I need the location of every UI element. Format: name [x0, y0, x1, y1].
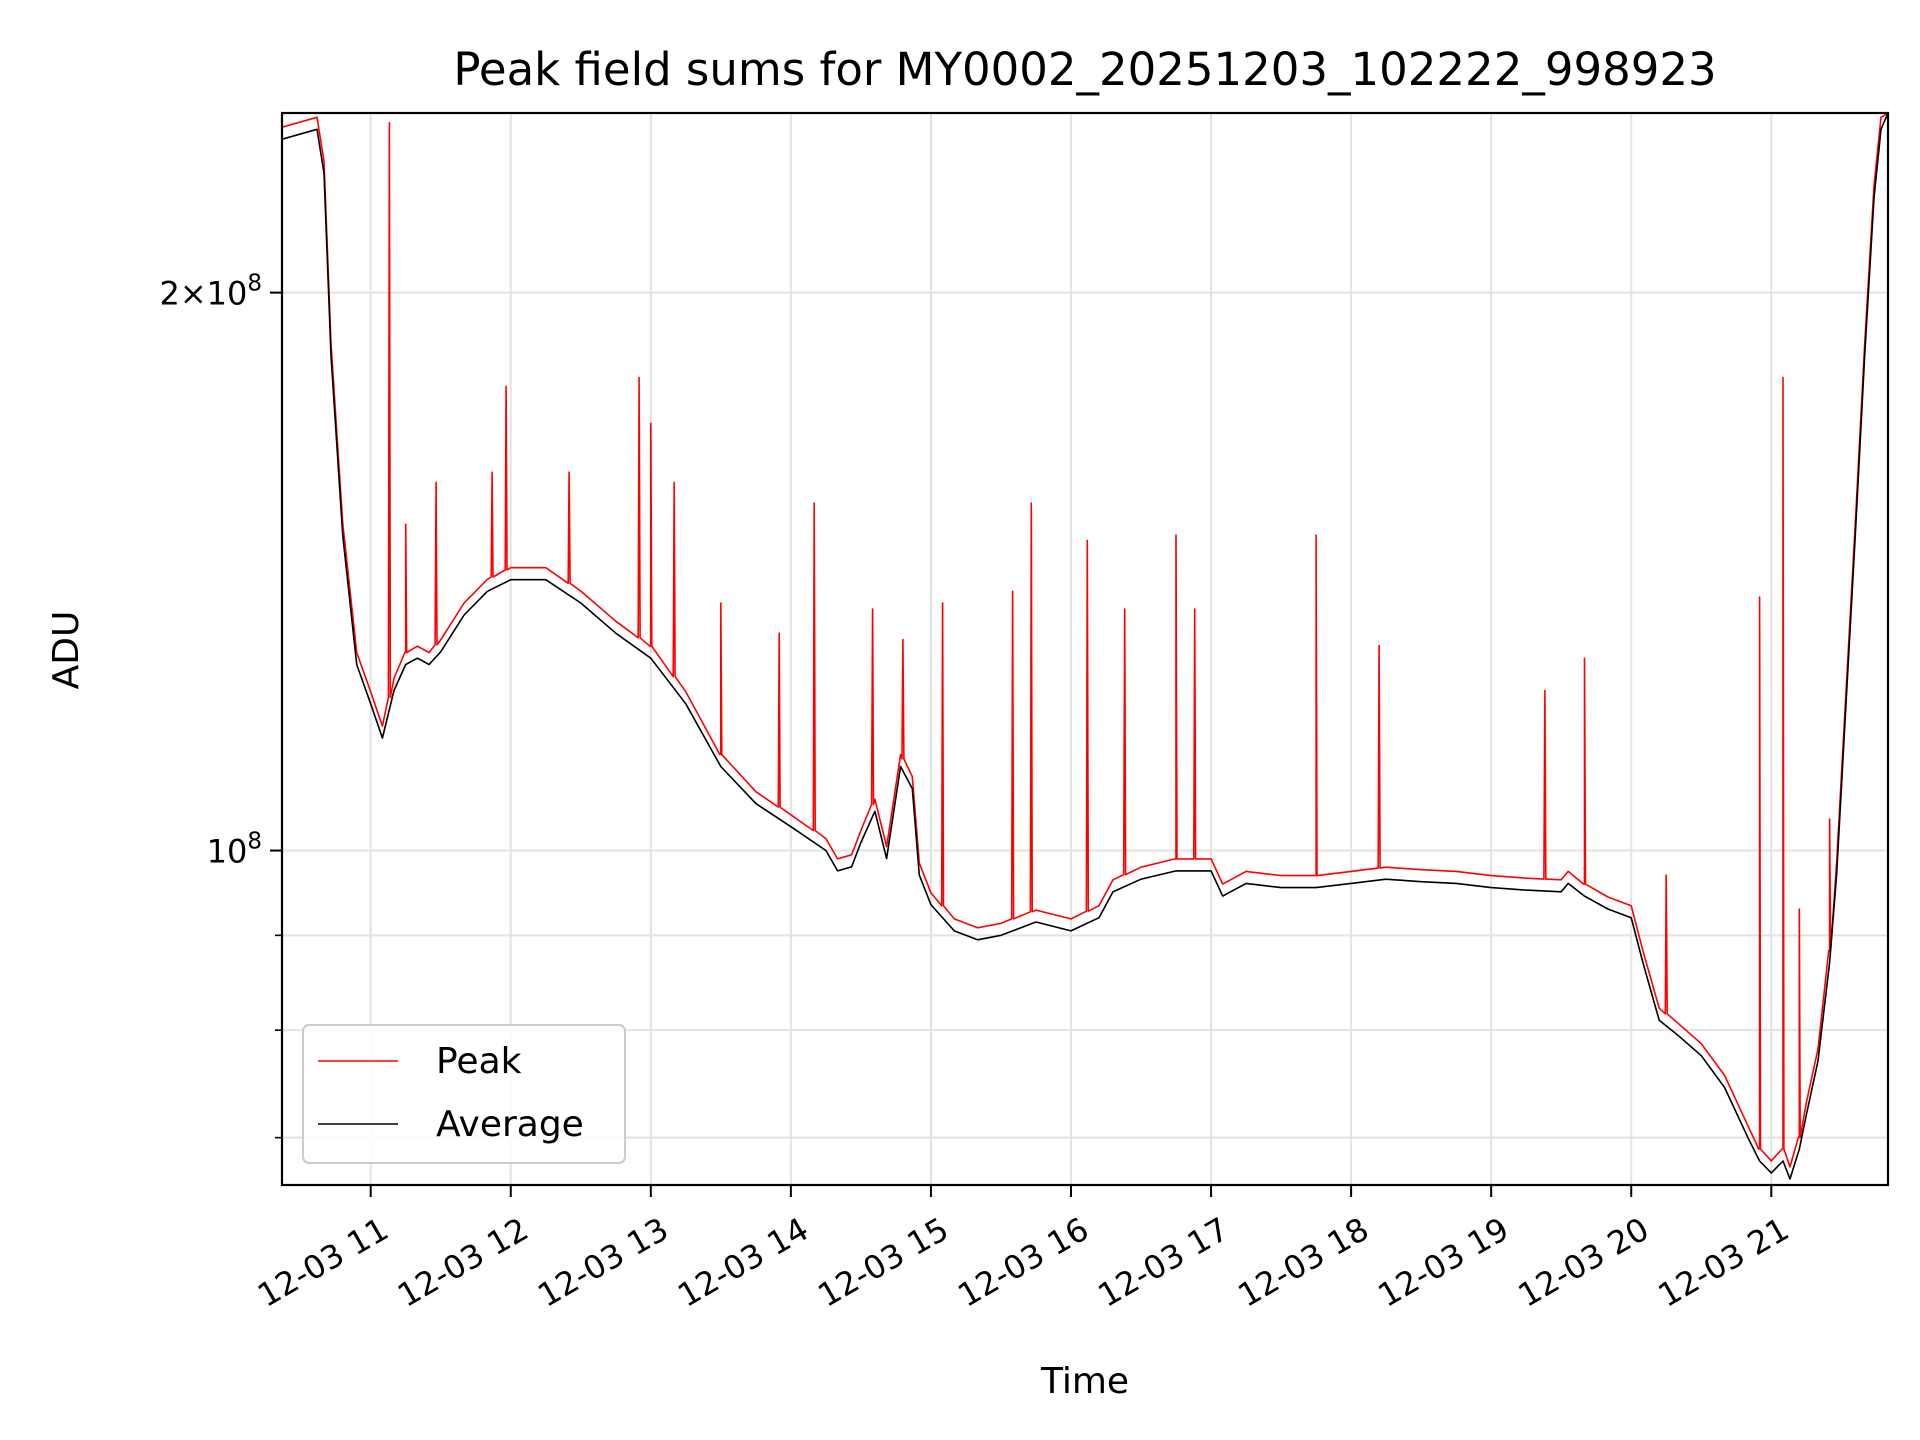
x-axis-label: Time	[1040, 1361, 1129, 1402]
chart-title: Peak field sums for MY0002_20251203_1022…	[453, 43, 1716, 96]
legend-peak-label: Peak	[436, 1041, 522, 1082]
y-tick-label: 2×108	[159, 271, 262, 313]
grid-layer	[282, 113, 1888, 1185]
series-line-peak	[282, 113, 1888, 1168]
legend-average-label: Average	[436, 1104, 584, 1145]
legend: Peak Average	[302, 1024, 626, 1164]
series-layer	[282, 113, 1888, 1180]
series-line-average	[282, 113, 1888, 1180]
plot-frame	[280, 111, 1890, 1187]
legend-box	[302, 1024, 626, 1164]
y-axis-label: ADU	[46, 611, 87, 690]
y-tick-label: 108	[207, 829, 262, 871]
